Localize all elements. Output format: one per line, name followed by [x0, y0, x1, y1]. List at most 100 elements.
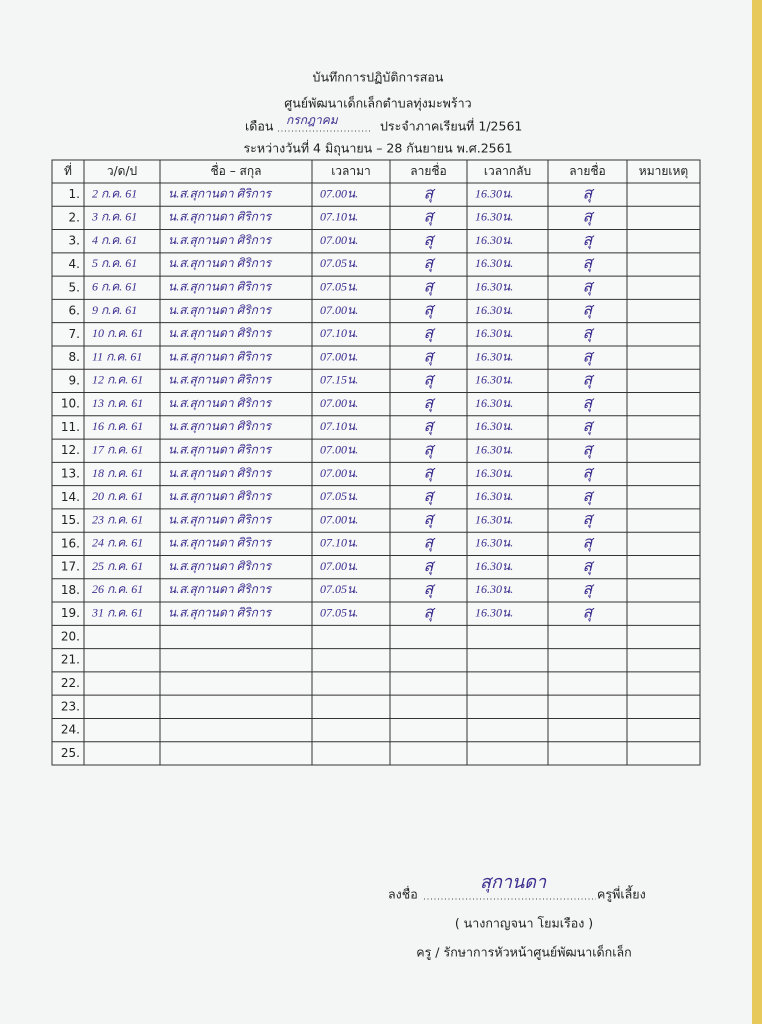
row-number: 2.	[69, 210, 80, 224]
cell: น.ส.สุกานดา ศิริการ	[168, 280, 273, 295]
row-number: 23.	[61, 699, 80, 713]
cell: 20 ก.ค. 61	[92, 489, 143, 503]
cell: 07.10น.	[320, 419, 358, 433]
cell: 16.30น.	[475, 559, 513, 573]
cell: 12 ก.ค. 61	[92, 373, 143, 387]
cell: 16.30น.	[475, 396, 513, 410]
cell: 10 ก.ค. 61	[92, 326, 143, 340]
signature: สุ	[424, 604, 436, 622]
cell: 07.00น.	[320, 186, 358, 200]
cell: 16.30น.	[475, 373, 513, 387]
name: ( นางกาญจนา โยมเรือง )	[455, 916, 593, 931]
cell: น.ส.สุกานดา ศิริการ	[168, 442, 273, 457]
signature: สุ	[583, 325, 595, 343]
cell: 07.10น.	[320, 210, 358, 224]
cell: 07.10น.	[320, 326, 358, 340]
cell: 07.00น.	[320, 442, 358, 456]
table: ที่ ว/ด/ป ชื่อ – สกุล เวลามา ลายชื่อ เวลากลับ…	[51, 159, 701, 766]
row-number: 21.	[61, 653, 80, 667]
cell: 13 ก.ค. 61	[92, 396, 143, 410]
cell: 16.30น.	[475, 303, 513, 317]
row-number: 22.	[61, 676, 80, 690]
signature: สุกานดา	[480, 872, 547, 893]
signature: สุ	[583, 581, 595, 599]
period: ระหว่างวันที่ 4 มิถุนายน – 28 กันยายน พ.…	[243, 140, 512, 157]
signature: สุ	[424, 395, 436, 413]
row-number: 11.	[61, 420, 80, 434]
cell: 16.30น.	[475, 512, 513, 526]
signature: สุ	[424, 488, 436, 506]
cell: 5 ก.ค. 61	[92, 256, 137, 270]
cell: 07.00น.	[320, 233, 358, 247]
cell: 07.05น.	[320, 605, 358, 619]
signature: สุ	[583, 604, 595, 622]
cell: น.ส.สุกานดา ศิริการ	[168, 489, 273, 504]
row-number: 15.	[61, 513, 80, 527]
cell: 16.30น.	[475, 256, 513, 270]
cell: 18 ก.ค. 61	[92, 466, 143, 480]
cell: น.ส.สุกานดา ศิริการ	[168, 419, 273, 434]
cell: 07.05น.	[320, 582, 358, 596]
signature: สุ	[583, 395, 595, 413]
cell: 07.00น.	[320, 303, 358, 317]
cell: 07.05น.	[320, 489, 358, 503]
cell: น.ส.สุกานดา ศิริการ	[168, 396, 273, 411]
signature: สุ	[424, 348, 436, 366]
signature: สุ	[424, 302, 436, 320]
row-number: 4.	[69, 257, 80, 271]
cell: 16.30น.	[475, 489, 513, 503]
cell: 16.30น.	[475, 186, 513, 200]
cell: น.ส.สุกานดา ศิริการ	[168, 466, 273, 481]
position: ครู / รักษาการหัวหน้าศูนย์พัฒนาเด็กเล็ก	[416, 945, 632, 961]
column-header: ที่	[64, 162, 72, 178]
cell: 25 ก.ค. 61	[92, 559, 143, 573]
cell: 16.30น.	[475, 233, 513, 247]
subtitle: ศูนย์พัฒนาเด็กเล็กตำบลทุ่งมะพร้าว	[284, 96, 471, 112]
row-number: 18.	[61, 583, 80, 597]
signature: สุ	[583, 511, 595, 529]
signature: สุ	[583, 488, 595, 506]
row-number: 12.	[61, 443, 80, 457]
cell: น.ส.สุกานดา ศิริการ	[168, 303, 273, 318]
row-number: 6.	[69, 304, 80, 318]
cell: 24 ก.ค. 61	[92, 536, 143, 550]
column-header: ชื่อ – สกุล	[211, 162, 262, 179]
column-header: เวลามา	[331, 164, 371, 178]
cell: 16.30น.	[475, 326, 513, 340]
signature: สุ	[583, 232, 595, 250]
row-number: 10.	[61, 397, 80, 411]
cell: น.ส.สุกานดา ศิริการ	[168, 326, 273, 341]
signature: สุ	[424, 232, 436, 250]
cell: น.ส.สุกานดา ศิริการ	[168, 256, 273, 271]
signature: สุ	[583, 348, 595, 366]
cell: 07.10น.	[320, 536, 358, 550]
cell: 6 ก.ค. 61	[92, 280, 137, 294]
row-number: 13.	[61, 467, 80, 481]
signature: สุ	[583, 278, 595, 296]
cell: 16.30น.	[475, 582, 513, 596]
signature: สุ	[424, 441, 436, 459]
signature: สุ	[424, 581, 436, 599]
signature: สุ	[424, 535, 436, 553]
signature: สุ	[583, 302, 595, 320]
cell: น.ส.สุกานดา ศิริการ	[168, 605, 273, 620]
cell: 2 ก.ค. 61	[92, 186, 137, 200]
signature: สุ	[424, 209, 436, 227]
cell: น.ส.สุกานดา ศิริการ	[168, 373, 273, 388]
column-header: ลายชื่อ	[410, 162, 446, 178]
cell: 07.00น.	[320, 559, 358, 573]
cell: น.ส.สุกานดา ศิริการ	[168, 349, 273, 364]
cell: 07.15น.	[320, 373, 358, 387]
signature: สุ	[424, 558, 436, 576]
row-number: 19.	[61, 606, 80, 620]
cell: 07.00น.	[320, 466, 358, 480]
row-number: 5.	[69, 280, 80, 294]
cell: 23 ก.ค. 61	[92, 512, 143, 526]
signature: สุ	[424, 418, 436, 436]
signature: สุ	[583, 185, 595, 203]
cell: 3 ก.ค. 61	[91, 210, 137, 224]
row-number: 3.	[69, 234, 80, 248]
cell: 31 ก.ค. 61	[91, 605, 143, 619]
